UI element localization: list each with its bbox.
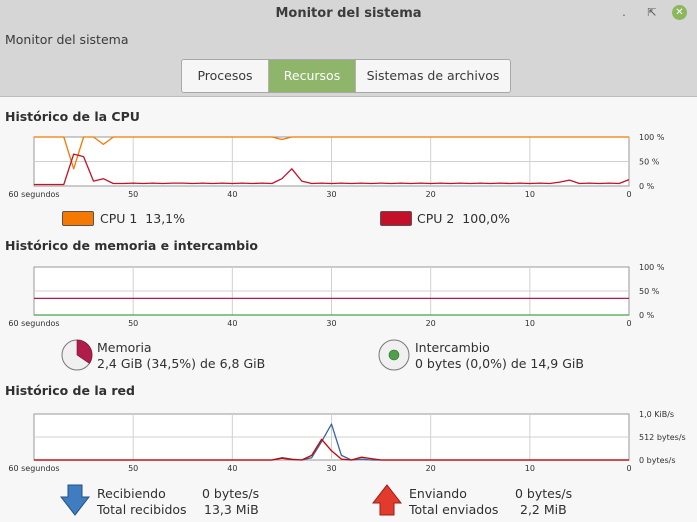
chart3-y-tick-label: 1,0 KiB/s xyxy=(639,410,674,419)
app-header: Monitor del sistema Procesos Recursos Si… xyxy=(0,28,697,97)
chart3-y-tick-label: 0 bytes/s xyxy=(639,456,676,465)
minimize-icon[interactable]: ․ xyxy=(622,6,626,19)
cpu1-label: CPU 1 xyxy=(100,211,138,226)
cpu1-value: 13,1% xyxy=(145,211,186,226)
chart2-y-tick-label: 0 % xyxy=(639,311,655,320)
chart2-x-tick-label: 10 xyxy=(525,319,535,328)
window-titlebar: Monitor del sistema ․ ⇱ ✕ xyxy=(0,0,697,28)
send-total-label: Total enviados xyxy=(409,502,499,517)
memory-label: Memoria xyxy=(97,340,152,355)
send-total-value: 2,2 MiB xyxy=(520,502,567,517)
chart1-y-tick-label: 100 % xyxy=(639,133,665,142)
chart1-x-tick-label: 60 segundos xyxy=(8,190,59,199)
chart2-x-tick-label: 30 xyxy=(326,319,336,328)
memory-pie-icon[interactable] xyxy=(60,338,94,372)
chart1-series-cpu-2 xyxy=(34,153,630,186)
receive-total-value: 13,3 MiB xyxy=(204,502,259,517)
cpu-section-title: Histórico de la CPU xyxy=(5,109,140,124)
receive-arrow-icon[interactable] xyxy=(60,483,90,517)
window-title: Monitor del sistema xyxy=(275,6,422,21)
swap-label: Intercambio xyxy=(415,340,490,355)
resources-panel: Histórico de la CPU Histórico de memoria… xyxy=(0,97,697,522)
chart2-x-tick-label: 40 xyxy=(227,319,237,328)
swap-value: 0 bytes (0,0%) de 14,9 GiB xyxy=(415,356,584,371)
chart1-x-tick-label: 0 xyxy=(626,190,631,199)
chart1-x-tick-label: 10 xyxy=(525,190,535,199)
chart2-y-tick-label: 100 % xyxy=(639,263,665,272)
tab-procesos[interactable]: Procesos xyxy=(182,60,269,92)
chart3-x-tick-label: 10 xyxy=(525,464,535,473)
tab-sistemas-de-archivos[interactable]: Sistemas de archivos xyxy=(366,68,500,83)
chart1-x-tick-label: 20 xyxy=(426,190,436,199)
chart1-y-tick-label: 50 % xyxy=(639,158,660,167)
maximize-icon[interactable]: ⇱ xyxy=(647,6,657,19)
chart3-y-tick-label: 512 bytes/s xyxy=(639,433,686,442)
chart1-x-tick-label: 50 xyxy=(128,190,138,199)
chart1-x-tick-label: 30 xyxy=(326,190,336,199)
send-label: Enviando xyxy=(409,486,467,501)
chart3-x-tick-label: 0 xyxy=(626,464,631,473)
chart2-y-tick-label: 50 % xyxy=(639,287,660,296)
close-icon[interactable]: ✕ xyxy=(672,5,687,20)
chart1-y-tick-label: 0 % xyxy=(639,182,655,191)
chart3-series-enviando xyxy=(34,438,629,461)
chart1-series-cpu-1 xyxy=(34,136,629,170)
tab-bar: Procesos Recursos Sistemas de archivos xyxy=(181,59,511,93)
send-arrow-icon[interactable] xyxy=(372,483,402,517)
chart3-x-tick-label: 40 xyxy=(227,464,237,473)
memory-value: 2,4 GiB (34,5%) de 6,8 GiB xyxy=(97,356,266,371)
cpu2-color-swatch[interactable] xyxy=(380,211,412,226)
network-section-title: Histórico de la red xyxy=(5,383,135,398)
app-title: Monitor del sistema xyxy=(5,32,129,47)
chart3-x-tick-label: 30 xyxy=(326,464,336,473)
swap-pie-icon[interactable] xyxy=(377,338,411,372)
cpu2-value: 100,0% xyxy=(462,211,510,226)
chart1-x-tick-label: 40 xyxy=(227,190,237,199)
receive-total-label: Total recibidos xyxy=(97,502,187,517)
chart3-x-tick-label: 20 xyxy=(426,464,436,473)
memory-section-title: Histórico de memoria e intercambio xyxy=(5,238,258,253)
send-value: 0 bytes/s xyxy=(515,486,573,501)
cpu2-label: CPU 2 xyxy=(417,211,455,226)
cpu1-color-swatch[interactable] xyxy=(62,211,94,226)
tab-recursos[interactable]: Recursos xyxy=(269,60,356,92)
receive-value: 0 bytes/s xyxy=(202,486,260,501)
chart2-x-tick-label: 60 segundos xyxy=(8,319,59,328)
chart2-x-tick-label: 0 xyxy=(626,319,631,328)
chart3-x-tick-label: 50 xyxy=(128,464,138,473)
chart3-x-tick-label: 60 segundos xyxy=(8,464,59,473)
receive-label: Recibiendo xyxy=(97,486,166,501)
chart2-x-tick-label: 20 xyxy=(426,319,436,328)
chart2-x-tick-label: 50 xyxy=(128,319,138,328)
